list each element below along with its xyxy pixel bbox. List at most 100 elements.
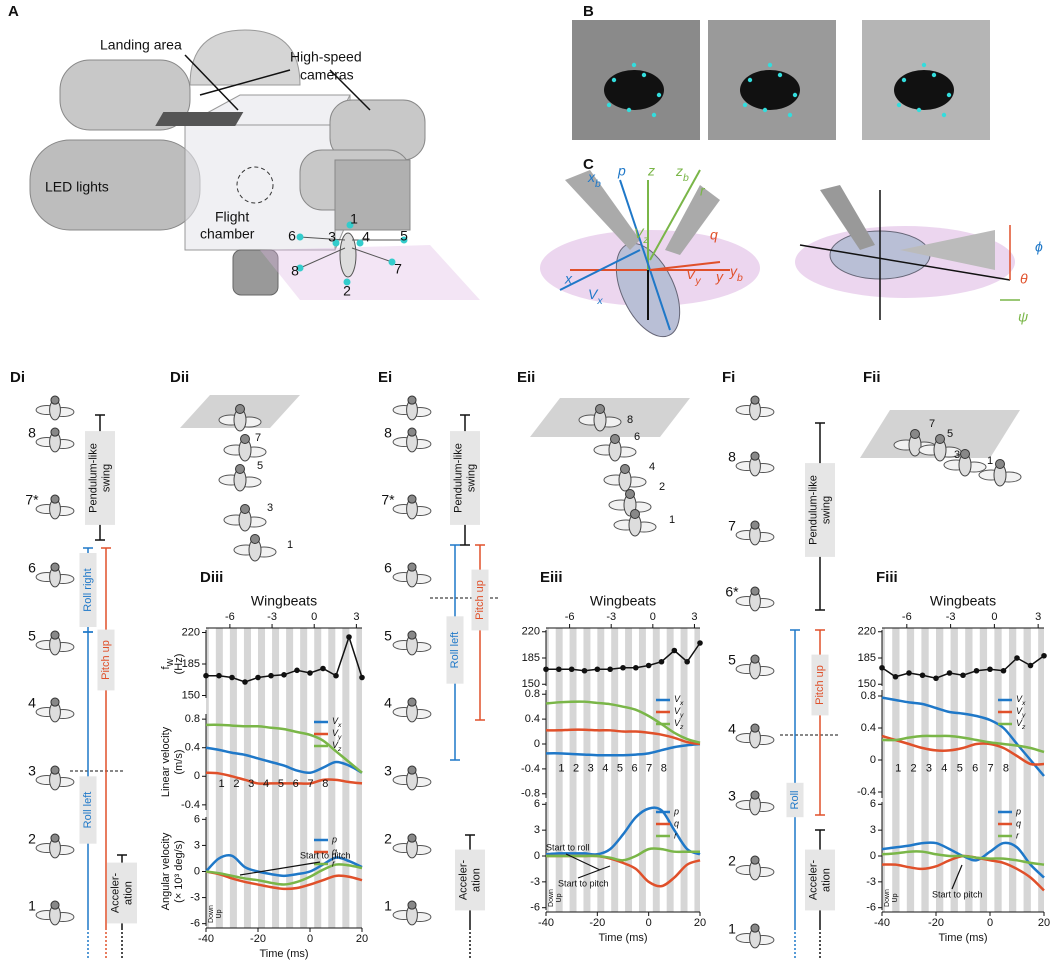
camera-box	[334, 159, 411, 231]
x-tick-label: -40	[874, 917, 890, 929]
y-axis-label: (m/s)	[173, 749, 185, 774]
fly-head	[935, 434, 945, 444]
fly-head	[610, 434, 620, 444]
bar-label-bg	[85, 431, 115, 525]
downstroke-stripe	[243, 628, 251, 928]
bar-label: Roll left	[82, 792, 94, 829]
tracking-point	[931, 72, 937, 78]
top-tick-label: -3	[946, 611, 956, 623]
downstroke-stripe	[342, 628, 350, 928]
data-point	[906, 670, 912, 676]
tracking-point	[626, 107, 632, 113]
y-tick-label: 185	[858, 652, 876, 664]
frame-number: 8	[28, 425, 36, 441]
frame-number: 3	[384, 763, 392, 779]
tracking-point	[332, 239, 340, 247]
tracking-point	[901, 77, 907, 83]
data-point	[620, 664, 626, 671]
data-point	[684, 658, 690, 665]
frame-number: 1	[287, 539, 293, 551]
downstroke-stripe	[1023, 628, 1031, 912]
axis-symbol: z	[647, 163, 655, 179]
frame-number: 3	[28, 763, 36, 779]
frame-number: 3	[267, 502, 273, 514]
downstroke-stripe	[229, 628, 237, 928]
frame-number: 8	[384, 425, 392, 441]
top-tick-label: 3	[1035, 611, 1041, 623]
axis-symbol: ϕ	[1035, 239, 1043, 255]
frame-number: 4	[384, 695, 392, 711]
fly-head	[50, 494, 60, 504]
series-line	[205, 723, 363, 774]
fly-head	[250, 534, 260, 544]
downstroke-stripe	[892, 628, 900, 912]
panel-label: Dii	[170, 369, 189, 386]
series-line	[205, 746, 363, 775]
fly-head	[50, 427, 60, 437]
y-tick-label: -0.4	[857, 786, 876, 798]
top-tick-label: 3	[691, 611, 697, 623]
arrow	[329, 69, 371, 111]
bar-label: Pitch up	[814, 665, 826, 705]
bar-label-bg	[455, 849, 485, 911]
data-point	[255, 674, 261, 681]
legend-label: r	[674, 830, 678, 840]
annotation: Start to pitch	[300, 850, 351, 860]
y-tick-label: 0	[870, 850, 876, 862]
wingbeat-number: 2	[573, 763, 579, 775]
bar-label: Acceler-	[109, 872, 121, 913]
data-point	[1014, 655, 1020, 661]
y-axis-label: Angular velocity	[160, 832, 172, 910]
data-point	[879, 664, 885, 671]
axis-arrow	[649, 261, 721, 271]
y-tick-label: -6	[190, 918, 200, 930]
fly-wing	[820, 185, 875, 250]
tracking-point	[921, 62, 927, 68]
downstroke-stripe	[215, 628, 223, 928]
bar-label: Pitch up	[474, 580, 486, 620]
panel-label: Eii	[517, 369, 535, 386]
data-point	[1027, 662, 1034, 669]
stroke-label: Up	[892, 893, 899, 902]
tracking-point	[388, 258, 396, 266]
tracking-point	[747, 77, 753, 83]
panel-label: Di	[10, 369, 25, 386]
panel-label: C	[583, 156, 594, 173]
fly-wing	[565, 170, 640, 250]
downstroke-stripe	[994, 628, 1002, 912]
downstroke-stripe	[597, 628, 605, 912]
tracking-point	[346, 221, 354, 229]
y-tick-label: 0.4	[185, 742, 200, 754]
frame-number: 7	[255, 432, 261, 444]
frame-number: 7*	[381, 492, 395, 508]
bar-label: swing	[100, 464, 112, 492]
fly-head	[235, 464, 245, 474]
data-point	[633, 664, 639, 671]
x-tick-label: -40	[538, 917, 554, 929]
wingbeat-number: 2	[911, 763, 917, 775]
axis-symbol: zb	[675, 163, 689, 184]
tracking-point	[296, 233, 304, 241]
landing-area	[155, 112, 244, 126]
frame-number: 3	[954, 449, 960, 461]
legend-label: Vx	[1016, 694, 1026, 707]
axis-symbol: θ	[1020, 271, 1028, 287]
y-axis-label: fW	[160, 658, 175, 669]
stroke-label: Up	[556, 893, 563, 902]
legend-label: Vz	[1016, 718, 1026, 731]
fly-head	[750, 395, 760, 405]
y-tick-label: 0	[194, 865, 200, 877]
frame-number: 7	[728, 518, 736, 534]
top-tick-label: 0	[991, 611, 997, 623]
wingbeat-number: 2	[233, 778, 239, 790]
series-line	[545, 806, 701, 856]
y-tick-label: 220	[522, 626, 540, 638]
bar-label: Pitch up	[100, 640, 112, 680]
wingbeat-number: 4	[941, 763, 947, 775]
axis-symbol: y	[715, 269, 724, 285]
fly-head	[50, 562, 60, 572]
frame-number: 2	[384, 831, 392, 847]
panel-label: Eiii	[540, 569, 563, 586]
arrow	[184, 54, 239, 111]
